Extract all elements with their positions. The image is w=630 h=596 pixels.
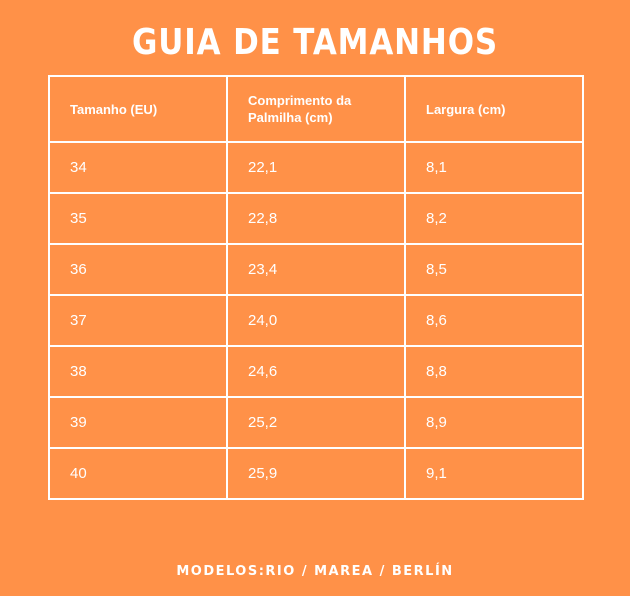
cell-width: 9,1 — [404, 447, 584, 500]
cell-width: 8,2 — [404, 192, 584, 245]
page-title: GUIA DE TAMANHOS — [131, 22, 499, 63]
cell-size: 39 — [48, 396, 228, 449]
cell-size: 35 — [48, 192, 228, 245]
table-header-row: Tamanho (EU) Comprimento da Palmilha (cm… — [48, 75, 584, 143]
cell-insole-length: 24,6 — [226, 345, 406, 398]
table-row: 34 22,1 8,1 — [48, 141, 584, 194]
table-row: 35 22,8 8,2 — [48, 192, 584, 245]
cell-size: 36 — [48, 243, 228, 296]
header-insole-length: Comprimento da Palmilha (cm) — [226, 75, 406, 143]
cell-insole-length: 23,4 — [226, 243, 406, 296]
cell-insole-length: 22,8 — [226, 192, 406, 245]
table-row: 37 24,0 8,6 — [48, 294, 584, 347]
models-footer: MODELOS:RIO / MAREA / BERLÍN — [176, 564, 454, 579]
cell-insole-length: 25,9 — [226, 447, 406, 500]
cell-insole-length: 25,2 — [226, 396, 406, 449]
table-row: 38 24,6 8,8 — [48, 345, 584, 398]
table-row: 39 25,2 8,9 — [48, 396, 584, 449]
cell-width: 8,9 — [404, 396, 584, 449]
table-row: 36 23,4 8,5 — [48, 243, 584, 296]
header-width: Largura (cm) — [404, 75, 584, 143]
table-body: 34 22,1 8,1 35 22,8 8,2 36 23,4 8,5 37 24,0 8,6 38 24… — [48, 141, 584, 500]
cell-width: 8,8 — [404, 345, 584, 398]
cell-size: 40 — [48, 447, 228, 500]
size-table: Tamanho (EU) Comprimento da Palmilha (cm… — [48, 75, 584, 500]
cell-size: 38 — [48, 345, 228, 398]
cell-width: 8,5 — [404, 243, 584, 296]
cell-width: 8,1 — [404, 141, 584, 194]
cell-insole-length: 24,0 — [226, 294, 406, 347]
cell-insole-length: 22,1 — [226, 141, 406, 194]
cell-width: 8,6 — [404, 294, 584, 347]
cell-size: 34 — [48, 141, 228, 194]
header-size-eu: Tamanho (EU) — [48, 75, 228, 143]
cell-size: 37 — [48, 294, 228, 347]
table-row: 40 25,9 9,1 — [48, 447, 584, 500]
